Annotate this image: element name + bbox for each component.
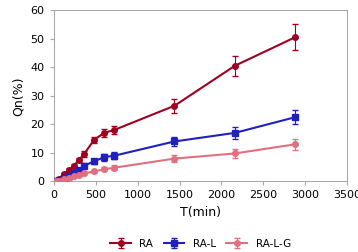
X-axis label: T(min): T(min) <box>180 206 221 219</box>
Legend: RA, RA-L, RA-L-G: RA, RA-L, RA-L-G <box>106 235 295 252</box>
Y-axis label: Qn(%): Qn(%) <box>12 76 25 115</box>
